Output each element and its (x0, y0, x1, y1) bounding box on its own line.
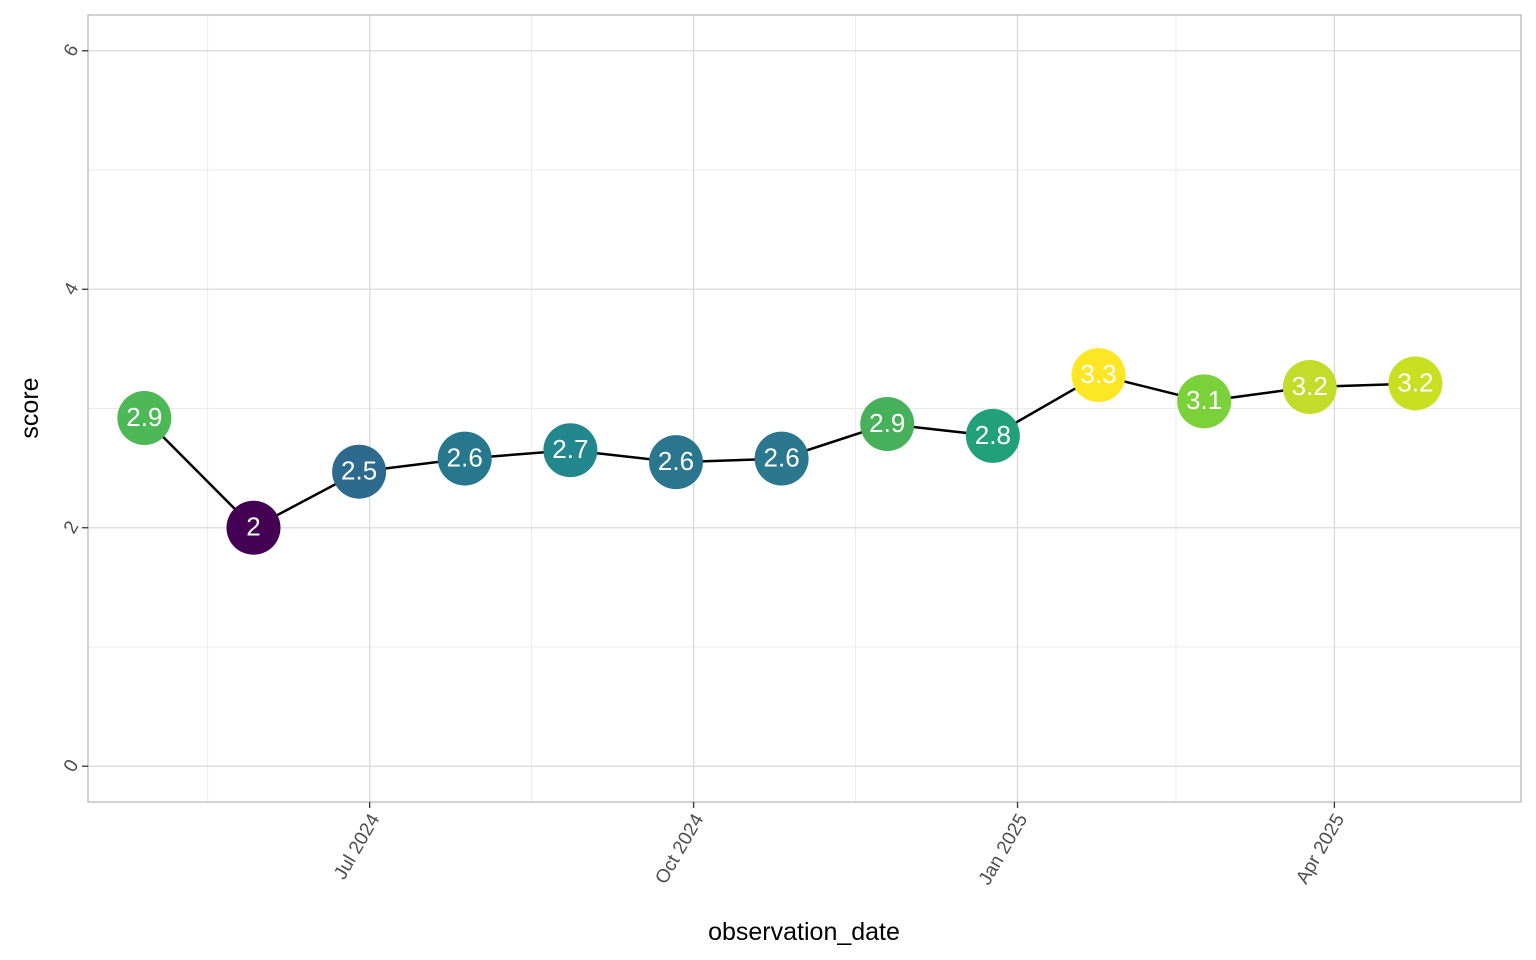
x-axis-tick-labels: Jul 2024 Oct 2024 Jan 2025 Apr 2025 (330, 810, 1349, 889)
data-point (543, 423, 598, 478)
data-label: 2.6 (447, 442, 483, 472)
data-label: 2.7 (552, 434, 588, 464)
data-point (860, 397, 915, 452)
y-axis-tick-labels: 0 2 4 6 (60, 41, 84, 776)
x-axis-title: observation_date (708, 918, 900, 946)
data-label: 2.9 (126, 402, 162, 432)
data-label: 3.2 (1397, 367, 1433, 397)
data-point (437, 431, 492, 486)
data-label: 2.6 (658, 446, 694, 476)
data-point (965, 408, 1020, 463)
data-point (754, 431, 809, 486)
data-point (117, 391, 172, 446)
data-label: 2.6 (764, 442, 800, 472)
data-point (1282, 360, 1337, 415)
data-point (1177, 374, 1232, 429)
data-label: 2 (246, 512, 260, 542)
data-point (648, 435, 703, 490)
y-tick-label: 4 (60, 279, 84, 299)
y-tick-label: 6 (60, 41, 83, 61)
data-point (226, 500, 281, 555)
x-tick-label: Oct 2024 (652, 810, 709, 888)
data-label: 2.9 (869, 408, 905, 438)
minor-gridlines (88, 15, 1521, 802)
axis-tick-marks (82, 50, 1336, 808)
data-label: 3.3 (1080, 359, 1116, 389)
data-point (332, 444, 387, 499)
x-tick-label: Jan 2025 (975, 811, 1032, 889)
x-tick-label: Jul 2024 (330, 810, 384, 883)
data-label: 3.2 (1292, 371, 1328, 401)
y-tick-label: 0 (60, 756, 83, 776)
x-tick-label: Apr 2025 (1292, 811, 1349, 888)
plot-panel-border (87, 14, 1522, 803)
data-point (1071, 348, 1126, 403)
data-point (1388, 356, 1443, 411)
major-gridlines (88, 15, 1521, 802)
y-tick-label: 2 (60, 518, 83, 538)
data-label: 2.8 (975, 420, 1011, 450)
y-axis-title: score (16, 377, 44, 438)
data-label: 3.1 (1186, 385, 1222, 415)
data-points: 2.9 2 2.5 2.6 2.7 2.6 2.6 2.9 2.8 3.3 3.1 3.2 3.2 (117, 348, 1443, 555)
data-label: 2.5 (341, 456, 377, 486)
